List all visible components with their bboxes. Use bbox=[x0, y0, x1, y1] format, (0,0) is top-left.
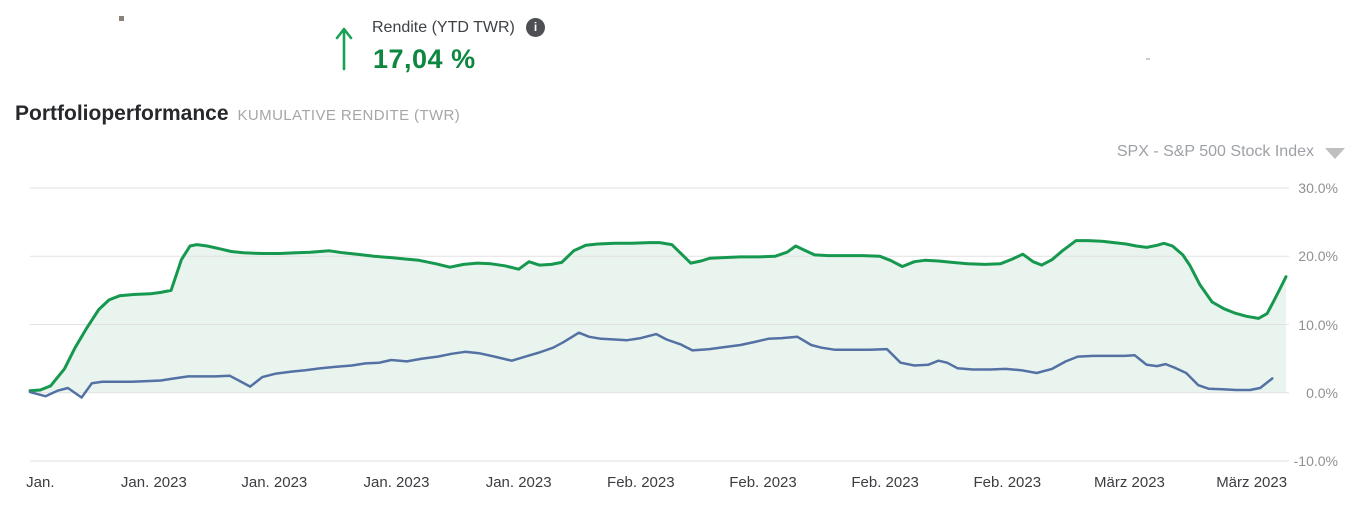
chart-title-row: Portfolioperformance KUMULATIVE RENDITE (… bbox=[15, 102, 460, 126]
x-axis-label: Jan. 2023 bbox=[485, 474, 552, 491]
y-axis-label: 10.0% bbox=[1298, 316, 1338, 333]
info-icon[interactable]: i bbox=[526, 18, 545, 37]
x-axis-label: Jan. 2023 bbox=[120, 474, 187, 491]
x-axis-label: Feb. 2023 bbox=[851, 474, 919, 491]
kpi-label: Rendite (YTD TWR) bbox=[372, 19, 515, 36]
x-axis-label: März 2023 bbox=[1216, 474, 1288, 491]
page-title: Portfolioperformance bbox=[15, 102, 229, 125]
y-axis-label: -10.0% bbox=[1293, 453, 1338, 469]
x-axis-label: Jan. bbox=[26, 474, 55, 491]
arrow-up-icon bbox=[335, 27, 353, 71]
x-axis-label: Jan. 2023 bbox=[241, 474, 308, 491]
y-axis-label: 0.0% bbox=[1306, 384, 1338, 401]
y-axis-label: 20.0% bbox=[1298, 248, 1338, 265]
portfolio-area-fill bbox=[30, 240, 1286, 393]
benchmark-selected-value[interactable]: SPX - S&P 500 Stock Index bbox=[1116, 143, 1314, 160]
portfolio-line bbox=[28, 239, 1288, 393]
x-axis-label: Jan. 2023 bbox=[363, 474, 430, 491]
benchmark-line bbox=[28, 331, 1274, 399]
page-subtitle: KUMULATIVE RENDITE (TWR) bbox=[237, 107, 461, 124]
kpi-value: 17,04 % bbox=[373, 44, 476, 74]
screen-artifact-speck bbox=[119, 16, 124, 21]
chevron-down-icon[interactable] bbox=[1325, 148, 1345, 159]
x-axis-label: Feb. 2023 bbox=[607, 474, 675, 491]
x-axis-label: Feb. 2023 bbox=[973, 474, 1042, 491]
y-axis-label: 30.0% bbox=[1298, 180, 1338, 196]
x-axis-label: März 2023 bbox=[1094, 474, 1165, 491]
screen-artifact-speck bbox=[1146, 58, 1150, 60]
x-axis-label: Feb. 2023 bbox=[729, 474, 797, 491]
